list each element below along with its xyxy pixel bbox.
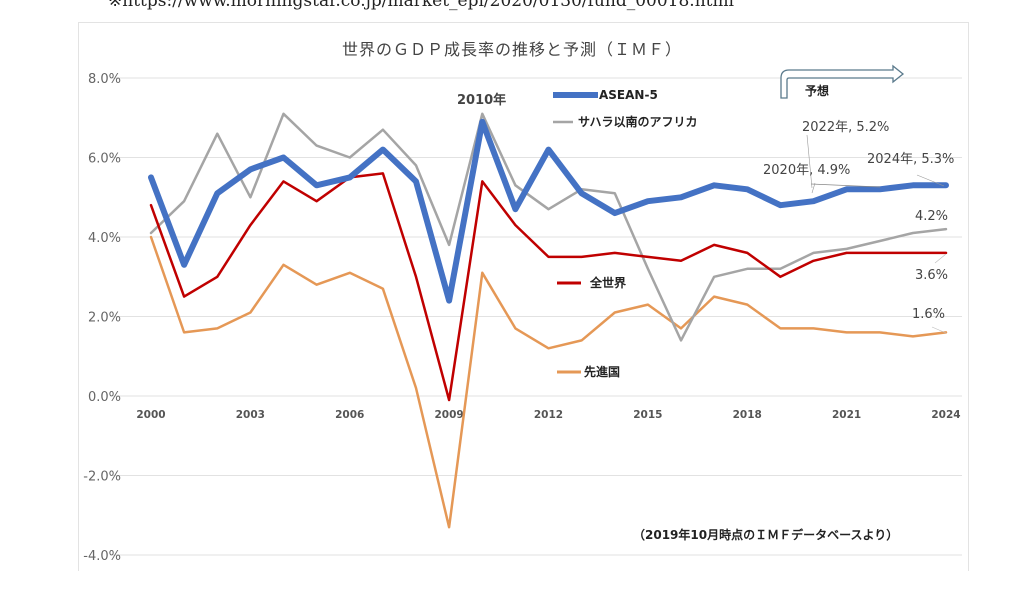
- annotation-leader-advanced: [931, 326, 947, 334]
- annotation-ssa-2024: 4.2%: [915, 209, 948, 224]
- series-lines: [148, 112, 949, 529]
- y-tick-label: 4.0%: [88, 231, 121, 246]
- legend-label-ssa: サハラ以南のアフリカ: [578, 114, 698, 129]
- chart-panel: [78, 22, 969, 571]
- x-tick-label: 2000: [136, 409, 165, 421]
- gridlines: [110, 77, 962, 556]
- x-tick-label: 2009: [435, 409, 464, 421]
- y-tick-label: -4.0%: [83, 549, 121, 564]
- series-line-advanced-economies: [149, 235, 948, 529]
- legend-label-advanced: 先進国: [584, 364, 620, 379]
- annotation-asean-2020: 2020年, 4.9%: [763, 163, 850, 178]
- series-line-sub-saharan-africa: [149, 112, 948, 342]
- series-line-world: [149, 172, 948, 402]
- y-tick-label: 0.0%: [88, 390, 121, 405]
- annotation-world-2024: 3.6%: [915, 268, 948, 283]
- annotation-leader-2024: [916, 174, 945, 187]
- x-tick-label: 2012: [534, 409, 563, 421]
- legend-label-asean: ASEAN-5: [599, 88, 658, 102]
- x-tick-label: 2003: [236, 409, 265, 421]
- y-tick-label: -2.0%: [83, 470, 121, 485]
- annotation-leader-2020: [811, 182, 816, 194]
- forecast-arrow-icon: [780, 64, 905, 99]
- y-tick-label: 6.0%: [88, 152, 121, 167]
- annotation-leader-2022b: [806, 134, 813, 189]
- x-tick-label: 2018: [733, 409, 762, 421]
- source-url-text: ※https://www.morningstar.co.jp/market_ep…: [108, 0, 735, 11]
- x-tick-label: 2024: [931, 409, 960, 421]
- annotation-leader-2022: [810, 183, 881, 188]
- annotation-advanced-2024: 1.6%: [912, 307, 945, 322]
- annotation-asean-2024: 2024年, 5.3%: [867, 152, 954, 167]
- y-axis-ticks: -4.0% -2.0% 0.0% 2.0% 4.0% 6.0% 8.0%: [83, 72, 121, 564]
- x-axis-ticks: 2000 2003 2006 2009 2012 2015 2018 2021 2024: [136, 409, 960, 421]
- annotation-2010: 2010年: [457, 92, 506, 108]
- y-tick-label: 2.0%: [88, 311, 121, 326]
- annotation-leader-world: [934, 253, 947, 264]
- y-tick-label: 8.0%: [88, 72, 121, 87]
- annotation-asean-2022: 2022年, 5.2%: [802, 120, 889, 135]
- series-line-asean5: [148, 118, 949, 304]
- forecast-label: 予想: [805, 83, 829, 98]
- x-tick-label: 2021: [832, 409, 861, 421]
- x-tick-label: 2015: [633, 409, 662, 421]
- source-note: （2019年10月時点のＩＭＦデータベースより）: [633, 527, 898, 542]
- x-tick-label: 2006: [335, 409, 364, 421]
- legend-label-world: 全世界: [589, 275, 626, 290]
- chart-title: 世界のＧＤＰ成長率の推移と予測（ＩＭＦ）: [341, 40, 682, 59]
